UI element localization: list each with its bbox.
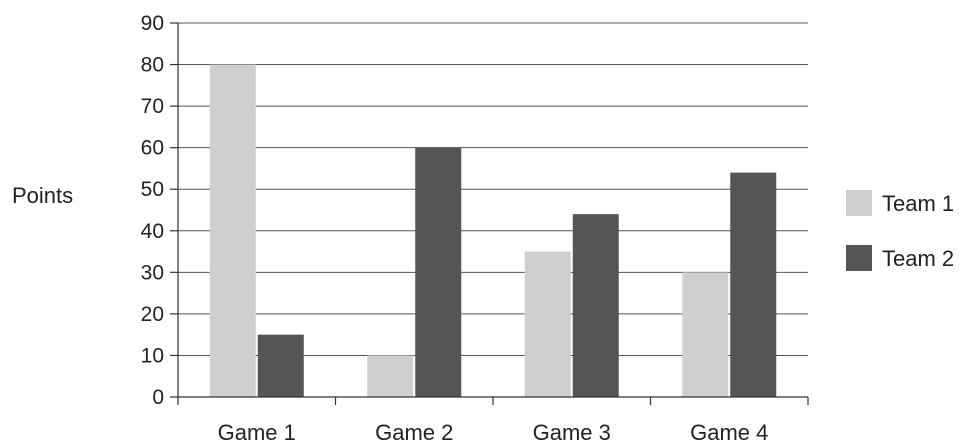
- y-axis-title: Points: [12, 183, 73, 208]
- bars: [209, 64, 777, 398]
- bar-team-2: [415, 147, 462, 397]
- bar-team-2: [730, 172, 777, 397]
- x-category-label: Game 1: [218, 420, 296, 445]
- bar-team-1: [367, 355, 414, 397]
- legend-swatch: [846, 190, 872, 216]
- x-category-label: Game 2: [375, 420, 453, 445]
- y-tick-label: 80: [141, 54, 164, 77]
- legend-label: Team 2: [882, 246, 954, 271]
- x-category-label: Game 4: [690, 420, 768, 445]
- y-tick-label: 30: [141, 261, 164, 284]
- x-category-label: Game 3: [533, 420, 611, 445]
- legend-label: Team 1: [882, 191, 954, 216]
- y-tick-label: 0: [152, 386, 164, 409]
- axes: [170, 22, 809, 405]
- legend-swatch: [846, 245, 872, 271]
- x-category-labels: Game 1 Game 2 Game 3 Game 4: [218, 420, 769, 445]
- gridlines: [178, 22, 808, 356]
- bar-team-1: [524, 251, 571, 397]
- bar-team-2: [572, 214, 619, 397]
- bar-team-2: [257, 334, 304, 397]
- y-tick-labels: 0 10 20 30 40 50 60 70 80 90: [141, 12, 164, 409]
- y-tick-label: 40: [141, 220, 164, 243]
- bar-team-1: [209, 64, 256, 398]
- y-tick-label: 10: [141, 344, 164, 367]
- y-tick-label: 20: [141, 303, 164, 326]
- legend: Team 1 Team 2: [846, 190, 954, 271]
- y-tick-label: 60: [141, 137, 164, 160]
- bar-team-1: [682, 272, 729, 397]
- y-tick-label: 90: [141, 12, 164, 35]
- y-tick-label: 70: [141, 95, 164, 118]
- y-tick-label: 50: [141, 178, 164, 201]
